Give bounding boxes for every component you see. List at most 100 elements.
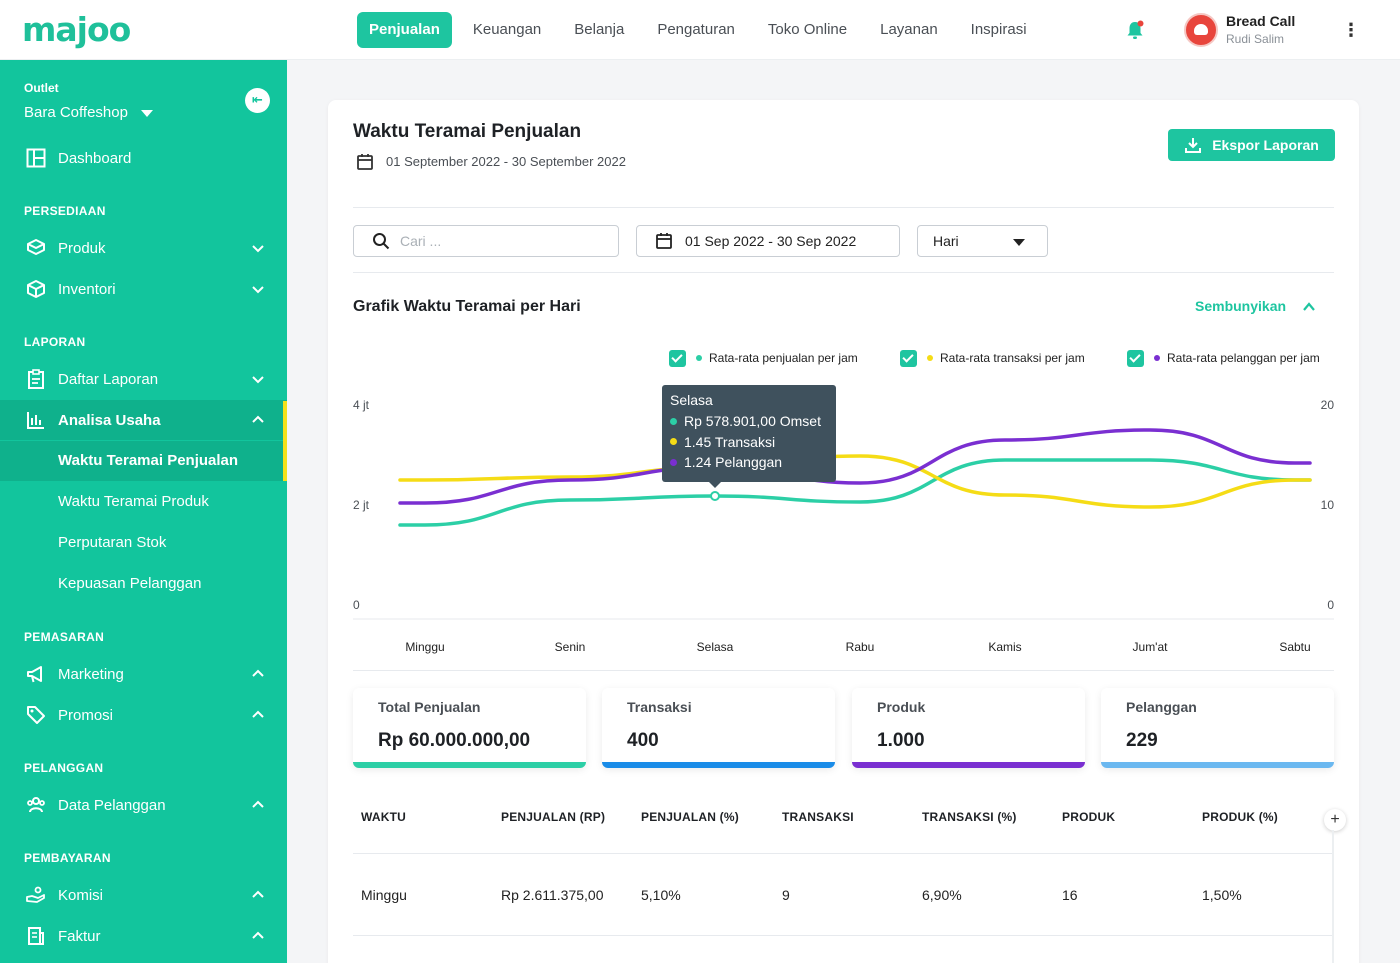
stat-value: 229 xyxy=(1126,730,1158,751)
sidebar-item-label: Daftar Laporan xyxy=(58,370,159,388)
tag-icon xyxy=(27,706,45,724)
legend-checkbox[interactable] xyxy=(669,349,686,367)
table-cell: 9 xyxy=(782,887,790,903)
sidebar-item-marketing[interactable]: Marketing xyxy=(0,654,287,694)
tooltip-row-omset: Rp 578.901,00 Omset xyxy=(670,411,828,432)
sidebar-item-label: Dashboard xyxy=(58,149,132,167)
nav-belanja[interactable]: Belanja xyxy=(574,21,625,38)
more-menu-icon[interactable]: ⋮ xyxy=(1342,20,1360,40)
cube-icon xyxy=(27,280,45,298)
sidebar-subitem-kepuasan-pelanggan[interactable]: Kepuasan Pelanggan xyxy=(58,575,202,592)
sidebar-item-promosi[interactable]: Promosi xyxy=(0,695,287,735)
legend-dot xyxy=(670,438,677,446)
legend-checkbox[interactable] xyxy=(900,349,917,367)
x-tick-label: Minggu xyxy=(405,640,444,654)
sidebar-item-dashboard[interactable]: Dashboard xyxy=(0,138,287,178)
table-header-produk[interactable]: PRODUK xyxy=(1062,810,1116,824)
legend-dot xyxy=(696,355,702,361)
add-column-button[interactable]: + xyxy=(1324,809,1346,831)
y-left-tick-label: 4 jt xyxy=(353,398,370,412)
sidebar-subitem-waktu-teramai-penjualan[interactable]: Waktu Teramai Penjualan xyxy=(0,441,287,481)
legend-dot xyxy=(1154,355,1160,361)
stat-value: 400 xyxy=(627,730,659,751)
chevron-up-icon xyxy=(252,710,264,718)
table-cell: Rp 2.611.375,00 xyxy=(501,887,604,903)
nav-pengaturan[interactable]: Pengaturan xyxy=(657,21,735,38)
table-header-waktu[interactable]: WAKTU xyxy=(361,810,406,824)
tooltip-arrow xyxy=(709,482,721,488)
hide-chart-link[interactable]: Sembunyikan xyxy=(1195,298,1287,314)
sidebar-collapse-icon[interactable]: ⇤ xyxy=(245,88,270,113)
sidebar-item-faktur[interactable]: Faktur xyxy=(0,916,287,956)
sidebar-item-analisa-usaha[interactable]: Analisa Usaha xyxy=(0,400,287,440)
chevron-up-icon xyxy=(252,890,264,898)
clipboard-icon xyxy=(28,369,44,389)
sidebar-item-inventori[interactable]: Inventori xyxy=(0,269,287,309)
stat-label: Transaksi xyxy=(627,699,692,715)
table-header-transaksi[interactable]: TRANSAKSI xyxy=(782,810,854,824)
sidebar-item-daftar-laporan[interactable]: Daftar Laporan xyxy=(0,359,287,399)
y-right-tick-label: 0 xyxy=(1327,598,1334,612)
chevron-up-icon xyxy=(252,800,264,808)
chevron-up-icon xyxy=(252,931,264,939)
legend-label: Rata-rata transaksi per jam xyxy=(940,351,1085,365)
sidebar-subitem-perputaran-stok[interactable]: Perputaran Stok xyxy=(58,534,167,551)
table-header-penjualan-pct[interactable]: PENJUALAN (%) xyxy=(641,810,739,824)
table-scrollbar[interactable] xyxy=(1332,830,1334,963)
table-divider xyxy=(353,853,1334,854)
user-avatar[interactable] xyxy=(1184,13,1218,47)
export-report-button[interactable]: Ekspor Laporan xyxy=(1168,129,1335,161)
nav-penjualan[interactable]: Penjualan xyxy=(357,12,452,48)
outlet-selector[interactable]: Bara Coffeshop xyxy=(24,104,128,121)
invoice-icon xyxy=(28,927,44,945)
stat-label: Produk xyxy=(877,699,926,715)
notification-bell-icon[interactable] xyxy=(1125,20,1145,40)
legend-pelanggan[interactable]: Rata-rata pelanggan per jam xyxy=(1127,349,1320,367)
users-icon xyxy=(27,797,45,813)
nav-toko-online[interactable]: Toko Online xyxy=(767,21,848,38)
majoo-logo[interactable]: majoo xyxy=(22,10,131,49)
date-range-filter[interactable]: 01 Sep 2022 - 30 Sep 2022 xyxy=(636,225,900,257)
main-nav: Penjualan Keuangan Belanja Pengaturan To… xyxy=(357,12,1048,48)
nav-keuangan[interactable]: Keuangan xyxy=(472,21,542,38)
tooltip-row-transaksi: 1.45 Transaksi xyxy=(670,432,828,453)
nav-layanan[interactable]: Layanan xyxy=(880,21,938,38)
bar-chart-icon xyxy=(27,412,44,429)
sidebar-item-label: Analisa Usaha xyxy=(58,411,161,429)
sidebar-item-data-pelanggan[interactable]: Data Pelanggan xyxy=(0,785,287,825)
sidebar-item-produk[interactable]: Produk xyxy=(0,228,287,268)
sidebar-item-label: Marketing xyxy=(58,665,124,683)
period-select[interactable]: Hari xyxy=(917,225,1048,257)
table-header-transaksi-pct[interactable]: TRANSAKSI (%) xyxy=(922,810,1017,824)
outlet-caret-icon[interactable] xyxy=(141,110,153,117)
tooltip-row-pelanggan: 1.24 Pelanggan xyxy=(670,452,828,473)
search-icon xyxy=(373,233,390,250)
divider xyxy=(353,670,1334,671)
megaphone-icon xyxy=(27,666,42,683)
legend-transaksi[interactable]: Rata-rata transaksi per jam xyxy=(900,349,1085,367)
dashboard-icon xyxy=(26,148,46,168)
user-subtitle: Rudi Salim xyxy=(1226,32,1285,46)
series-line-3 xyxy=(398,428,1312,505)
sidebar-item-komisi[interactable]: Komisi xyxy=(0,875,287,915)
table-header-penjualan[interactable]: PENJUALAN (RP) xyxy=(501,810,606,824)
search-input[interactable]: Cari ... xyxy=(353,225,619,257)
nav-inspirasi[interactable]: Inspirasi xyxy=(970,21,1027,38)
highlight-point xyxy=(710,491,720,501)
y-left-tick-label: 2 jt xyxy=(353,498,370,512)
legend-penjualan[interactable]: Rata-rata penjualan per jam xyxy=(669,349,858,367)
legend-checkbox[interactable] xyxy=(1127,349,1144,367)
period-select-value: Hari xyxy=(933,233,959,249)
x-tick-label: Sabtu xyxy=(1279,640,1310,654)
sidebar-subitem-waktu-teramai-produk[interactable]: Waktu Teramai Produk xyxy=(58,493,209,510)
caret-down-icon xyxy=(1013,239,1025,246)
user-name: Bread Call xyxy=(1226,13,1296,29)
stat-color-bar xyxy=(602,762,835,768)
series-line-1 xyxy=(398,458,1312,527)
table-header-produk-pct[interactable]: PRODUK (%) xyxy=(1202,810,1278,824)
calendar-icon xyxy=(357,154,373,170)
chevron-up-icon[interactable] xyxy=(1302,300,1316,314)
chevron-down-icon xyxy=(252,245,264,253)
divider xyxy=(353,272,1334,273)
box-icon xyxy=(27,239,45,255)
